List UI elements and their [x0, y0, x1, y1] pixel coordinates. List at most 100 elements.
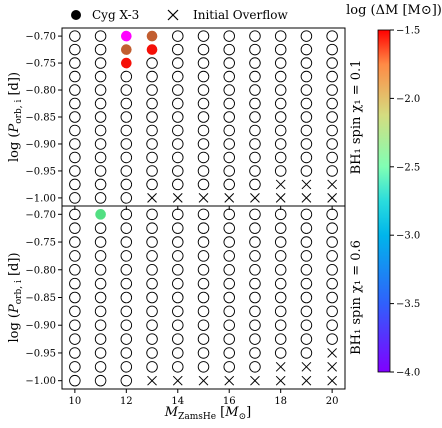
initial-overflow-marker — [301, 179, 312, 190]
model-grid-point — [249, 57, 261, 69]
model-grid-point — [274, 347, 287, 359]
model-grid-point — [249, 165, 261, 177]
x-tick-label: 10 — [68, 396, 81, 407]
initial-overflow-marker — [198, 375, 209, 386]
model-grid-point — [223, 138, 235, 150]
model-grid-point — [223, 277, 235, 290]
model-grid-point — [300, 57, 313, 69]
initial-overflow-marker — [327, 375, 337, 386]
model-grid-point — [172, 97, 184, 110]
model-grid-point — [274, 165, 287, 177]
y-axis-label: log (Porb, i [d]) — [7, 72, 24, 162]
model-grid-point — [120, 165, 133, 177]
model-grid-point — [223, 291, 235, 304]
model-grid-point — [94, 319, 107, 331]
model-grid-point — [69, 165, 81, 177]
model-grid-point — [120, 151, 133, 164]
model-grid-point — [94, 97, 107, 110]
model-grid-point — [197, 250, 210, 262]
model-grid-point — [274, 111, 287, 123]
model-grid-point — [223, 178, 235, 191]
model-grid-point — [172, 178, 184, 191]
colorbar-title: log (ΔM [M⊙]) — [346, 3, 442, 18]
model-grid-point — [172, 264, 184, 276]
model-grid-point — [326, 250, 338, 262]
initial-overflow-marker — [327, 193, 337, 203]
initial-overflow-marker — [327, 348, 337, 358]
model-grid-point — [197, 70, 210, 83]
model-grid-point — [120, 124, 133, 137]
initial-overflow-marker — [224, 375, 235, 386]
legend-label-cyg-x3: Cyg X-3 — [92, 8, 139, 22]
initial-overflow-marker — [275, 179, 286, 190]
model-grid-point — [172, 319, 184, 331]
model-grid-point — [326, 70, 338, 83]
model-grid-point — [94, 333, 107, 345]
model-grid-point — [94, 111, 107, 123]
model-grid-point — [197, 111, 210, 123]
colorbar-tick-label: −4.0 — [396, 368, 420, 379]
model-grid-point — [120, 361, 133, 373]
model-grid-point — [94, 347, 107, 359]
model-grid-point — [274, 97, 287, 110]
model-grid-point — [120, 333, 133, 345]
model-grid-point — [249, 361, 261, 373]
model-grid-point — [120, 277, 133, 290]
model-grid-point — [274, 124, 287, 137]
model-grid-point — [326, 151, 338, 164]
model-grid-point — [197, 291, 210, 304]
model-grid-point — [223, 43, 235, 56]
model-grid-point — [69, 333, 81, 345]
model-grid-point — [146, 151, 158, 164]
model-grid-point — [172, 111, 184, 123]
model-grid-point — [249, 111, 261, 123]
model-grid-point — [274, 70, 287, 83]
model-grid-point — [300, 97, 313, 110]
model-grid-point — [69, 111, 81, 123]
model-grid-point — [326, 222, 338, 234]
colorbar: log (ΔM [M⊙]) −1.5 −2.0 −2.5 −3.0 −3.5 −4.0 — [346, 3, 442, 379]
model-grid-point — [146, 57, 158, 69]
model-grid-point — [249, 222, 261, 234]
model-grid-point — [146, 70, 158, 83]
model-grid-point — [146, 97, 158, 110]
model-grid-point — [300, 165, 313, 177]
model-grid-point — [274, 208, 287, 221]
model-grid-point — [223, 208, 235, 221]
model-grid-point — [94, 124, 107, 137]
y-axis-label: log (Porb, i [d]) — [7, 252, 24, 342]
colorbar-tick-label: −2.0 — [396, 94, 420, 105]
model-grid-point — [69, 250, 81, 262]
y-tick-label: −0.90 — [25, 321, 56, 332]
y-tick-label: −0.90 — [25, 139, 56, 150]
model-grid-point — [223, 236, 235, 248]
model-grid-point — [120, 111, 133, 123]
cyg-x3-point — [95, 209, 106, 220]
legend-marker-initial-overflow — [167, 9, 179, 21]
model-grid-point — [146, 291, 158, 304]
model-grid-point — [274, 222, 287, 234]
model-grid-point — [69, 277, 81, 290]
model-grid-point — [274, 291, 287, 304]
model-grid-point — [223, 361, 235, 373]
model-grid-point — [120, 250, 133, 262]
model-grid-point — [120, 97, 133, 110]
initial-overflow-marker — [275, 375, 286, 386]
model-grid-point — [197, 236, 210, 248]
panel-label: BH₁ spin χ₁ = 0.1 — [349, 60, 364, 175]
model-grid-point — [326, 291, 338, 304]
initial-overflow-marker — [250, 193, 260, 203]
model-grid-point — [120, 305, 133, 318]
model-grid-point — [326, 43, 338, 56]
model-grid-point — [69, 222, 81, 234]
model-grid-point — [249, 138, 261, 150]
x-tick-label: 16 — [223, 396, 236, 407]
model-grid-point — [146, 250, 158, 262]
model-grid-point — [120, 264, 133, 276]
model-grid-point — [300, 84, 313, 96]
model-grid-point — [146, 236, 158, 248]
model-grid-point — [146, 264, 158, 276]
model-grid-point — [94, 43, 107, 56]
model-grid-point — [197, 319, 210, 331]
panel-bottom: −0.70 −0.75 −0.80 −0.85 −0.90 −0.95 −1.00 10 12 1… — [7, 205, 364, 407]
